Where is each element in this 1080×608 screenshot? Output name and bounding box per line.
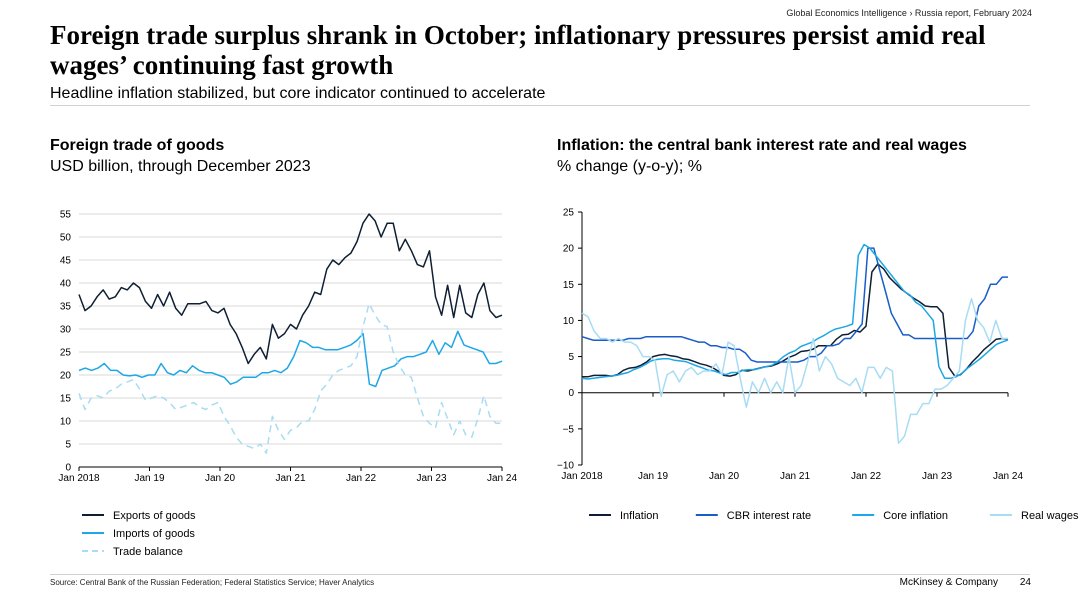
page-title: Foreign trade surplus shrank in October;… (50, 20, 986, 80)
x-tick-label: Jan 2018 (58, 473, 100, 484)
y-tick-label: 35 (60, 302, 72, 313)
x-tick-label: Jan 24 (993, 471, 1023, 482)
y-tick-label: 10 (60, 417, 72, 428)
legend-item: CBR interest rate (695, 510, 811, 522)
y-tick-label: 5 (65, 440, 71, 451)
x-tick-label: Jan 20 (709, 471, 739, 482)
header-divider (50, 105, 1030, 106)
series-line-core-inflation (581, 243, 1009, 380)
x-tick-label: Jan 19 (638, 471, 668, 482)
right-chart-subtitle: % change (y-o-y); % (557, 158, 702, 175)
x-tick-label: Jan 21 (780, 471, 810, 482)
legend-label: Imports of goods (113, 528, 195, 540)
legend-label: Core inflation (883, 510, 948, 522)
trade-chart: 0 5 10 15 20 25 30 35 40 45 50 55 Jan 2018 Jan 19 Jan … (58, 210, 517, 559)
legend-label: Real wages (1021, 510, 1079, 522)
y-tick-label: −10 (557, 461, 574, 472)
y-tick-label: 30 (60, 325, 72, 336)
y-tick-label: 55 (60, 210, 72, 221)
breadcrumb: Global Economics Intelligence › Russia r… (786, 8, 1032, 18)
y-tick-label: 10 (563, 316, 575, 327)
series-line-real-wages (581, 297, 1008, 445)
legend-label: Inflation (620, 510, 659, 522)
legend-item: Real wages (990, 510, 1079, 522)
x-tick-label: Jan 20 (205, 473, 235, 484)
brand-label: McKinsey & Company (899, 577, 998, 588)
x-tick-label: Jan 21 (275, 473, 305, 484)
x-tick-label: Jan 22 (851, 471, 881, 482)
y-tick-label: −5 (563, 424, 575, 435)
series-line-inflation (582, 263, 1009, 378)
y-tick-label: 40 (60, 279, 72, 290)
series-line-exports-of-goods (78, 213, 503, 365)
legend-item: Imports of goods (82, 528, 195, 540)
legend-item: Core inflation (852, 510, 948, 522)
x-tick-label: Jan 24 (487, 473, 517, 484)
legend-item: Inflation (589, 510, 659, 522)
series-line-cbr-interest-rate (581, 247, 1008, 363)
x-tick-label: Jan 2018 (561, 471, 603, 482)
x-tick-label: Jan 23 (922, 471, 952, 482)
right-chart-title: Inflation: the central bank interest rat… (557, 137, 967, 154)
left-chart-title: Foreign trade of goods (50, 137, 225, 154)
y-tick-label: 25 (60, 348, 72, 359)
y-tick-label: 45 (60, 256, 72, 267)
y-tick-label: 0 (65, 463, 71, 474)
legend-label: Exports of goods (113, 510, 196, 522)
page-subtitle: Headline inflation stabilized, but core … (50, 85, 546, 102)
y-tick-label: 15 (60, 394, 72, 405)
left-chart-subtitle: USD billion, through December 2023 (50, 158, 311, 175)
y-tick-label: 20 (60, 371, 72, 382)
source-note: Source: Central Bank of the Russian Fede… (50, 578, 375, 587)
x-tick-label: Jan 23 (416, 473, 446, 484)
y-tick-label: 0 (568, 388, 574, 399)
footer-divider (50, 574, 1030, 575)
x-tick-label: Jan 19 (134, 473, 164, 484)
legend-label: CBR interest rate (727, 510, 811, 522)
legend-label: Trade balance (113, 546, 183, 558)
x-tick-label: Jan 22 (346, 473, 376, 484)
series-line-imports-of-goods (78, 330, 503, 388)
y-tick-label: 15 (563, 280, 575, 291)
legend-item: Trade balance (82, 546, 183, 558)
y-tick-label: 25 (563, 208, 575, 219)
page-number: 24 (1019, 577, 1031, 588)
y-tick-label: 50 (60, 233, 72, 244)
y-tick-label: 20 (563, 244, 575, 255)
series-line-trade-balance (78, 302, 502, 454)
y-tick-label: 5 (568, 352, 574, 363)
legend-item: Exports of goods (82, 510, 196, 522)
